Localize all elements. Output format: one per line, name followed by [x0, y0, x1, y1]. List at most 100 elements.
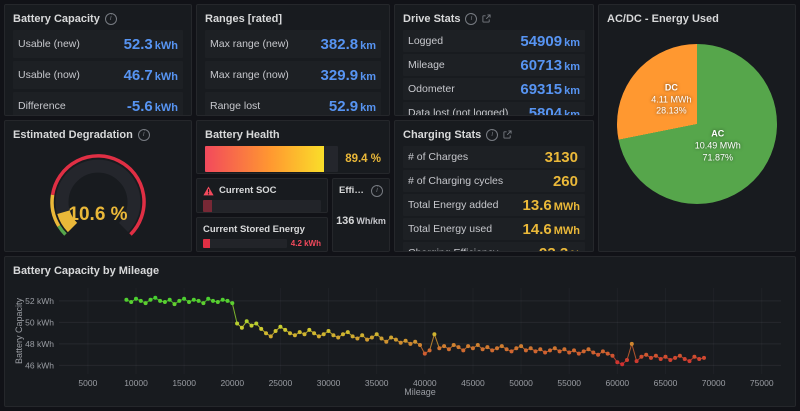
panel-stored-energy: Current Stored Energy 4.2 kWh: [196, 217, 328, 252]
svg-text:75000: 75000: [750, 378, 774, 388]
panel-header: Battery Health: [205, 127, 381, 142]
stat-value: 46.7kWh: [124, 67, 178, 84]
gauge-value: 10.6 %: [68, 204, 127, 226]
svg-text:52 kWh: 52 kWh: [25, 296, 54, 306]
stat-row: Total Energy used 14.6MWh: [403, 218, 585, 240]
panel-header: Battery Capacity i: [13, 11, 183, 26]
stat-value: 52.3kWh: [124, 36, 178, 53]
capacity-scatter: 46 kWh48 kWh50 kWh52 kWh5000100001500020…: [13, 282, 787, 398]
battery-health-gauge: 89.4 %: [205, 146, 381, 172]
panel-battery-health: Battery Health 89.4 %: [196, 120, 390, 174]
stat-row: Total Energy added 13.6MWh: [403, 194, 585, 216]
stat-value: 54909km: [520, 33, 580, 50]
panel-title[interactable]: Battery Health: [205, 129, 280, 141]
panel-current-soc: Current SOC: [196, 178, 328, 213]
stat-value: 5804km: [529, 105, 580, 117]
stat-row: # of Charges 3130: [403, 146, 585, 168]
stat-row: # of Charging cycles 260: [403, 170, 585, 192]
soc-track: [203, 200, 321, 212]
panel-header: Current SOC: [203, 183, 321, 198]
svg-text:30000: 30000: [317, 378, 341, 388]
panel-acdc-energy: AC/DC - Energy Used DC 4.11 MWh 28.13% A…: [598, 4, 796, 252]
panel-title[interactable]: Current Stored Energy: [203, 224, 305, 235]
panel-title[interactable]: Current SOC: [219, 185, 277, 196]
stat-label: # of Charging cycles: [408, 175, 503, 187]
svg-text:10000: 10000: [124, 378, 148, 388]
panel-ranges: Ranges [rated] Max range (new) 382.8km M…: [196, 4, 390, 116]
panel-title[interactable]: Estimated Degradation: [13, 129, 133, 141]
panel-header: Ranges [rated]: [205, 11, 381, 26]
svg-text:15000: 15000: [172, 378, 196, 388]
info-icon[interactable]: i: [465, 13, 477, 25]
acdc-pie: DC 4.11 MWh 28.13% AC 10.49 MWh 71.87%: [617, 44, 777, 204]
battery-health-track: [205, 146, 338, 172]
panel-battery-capacity: Battery Capacity i Usable (new) 52.3kWh …: [4, 4, 192, 116]
info-icon[interactable]: i: [138, 129, 150, 141]
stat-label: Usable (new): [18, 38, 80, 50]
stored-energy-gauge: 4.2 kWh: [203, 239, 321, 248]
stat-label: Range lost: [210, 100, 260, 112]
stat-label: Difference: [18, 100, 66, 112]
svg-text:5000: 5000: [78, 378, 97, 388]
panel-charging-stats: Charging Stats i # of Charges 3130 # of …: [394, 120, 594, 252]
info-icon[interactable]: i: [371, 185, 383, 197]
stat-value: 260: [553, 173, 580, 190]
info-icon[interactable]: i: [105, 13, 117, 25]
stat-label: Total Energy used: [408, 223, 492, 235]
panel-title[interactable]: AC/DC - Energy Used: [607, 13, 719, 25]
svg-text:65000: 65000: [654, 378, 678, 388]
panel-title[interactable]: Battery Capacity by Mileage: [13, 265, 159, 277]
panel-header: Battery Capacity by Mileage: [13, 263, 787, 278]
svg-text:Mileage: Mileage: [404, 387, 436, 397]
stat-row: Odometer 69315km: [403, 78, 585, 100]
stat-value: 382.8km: [321, 36, 376, 53]
info-icon[interactable]: i: [486, 129, 498, 141]
panel-title[interactable]: Ranges [rated]: [205, 13, 282, 25]
svg-text:46 kWh: 46 kWh: [25, 360, 54, 370]
panel-drive-stats: Drive Stats i Logged 54909km Mileage 607…: [394, 4, 594, 116]
stat-value: 3130: [545, 149, 580, 166]
svg-text:60000: 60000: [606, 378, 630, 388]
soc-energy-column: Current SOC Current Stored Energy 4.2: [196, 178, 328, 252]
stat-label: Odometer: [408, 83, 455, 95]
stat-row: Usable (now) 46.7kWh: [13, 61, 183, 89]
svg-text:55000: 55000: [557, 378, 581, 388]
stat-label: Mileage: [408, 59, 445, 71]
stat-value: 69315km: [520, 81, 580, 98]
panel-efficiency: Efficiency i 136Wh/km: [332, 178, 390, 252]
stat-row: Usable (new) 52.3kWh: [13, 30, 183, 58]
panel-header: Drive Stats i: [403, 11, 585, 26]
svg-text:50000: 50000: [509, 378, 533, 388]
stat-row: Logged 54909km: [403, 30, 585, 52]
stat-label: Max range (new): [210, 38, 289, 50]
stat-value: 13.6MWh: [523, 197, 580, 214]
stat-label: Data lost (not logged): [408, 107, 508, 116]
stat-row: Mileage 60713km: [403, 54, 585, 76]
panel-title[interactable]: Charging Stats: [403, 129, 481, 141]
efficiency-value: 136Wh/km: [336, 215, 386, 227]
stat-label: Max range (now): [210, 69, 289, 81]
panel-title[interactable]: Efficiency: [339, 185, 366, 196]
panel-title[interactable]: Battery Capacity: [13, 13, 100, 25]
external-link-icon[interactable]: [503, 130, 512, 139]
stored-energy-track: [203, 239, 287, 248]
stat-row: Charging Efficiency 93.3%: [403, 242, 585, 252]
stat-row: Max range (new) 382.8km: [205, 30, 381, 58]
panel-title[interactable]: Drive Stats: [403, 13, 460, 25]
stat-value: 14.6MWh: [523, 221, 580, 238]
stat-value: 329.9km: [321, 67, 376, 84]
battery-health-value: 89.4 %: [345, 153, 381, 165]
alert-icon[interactable]: [203, 186, 214, 196]
svg-text:35000: 35000: [365, 378, 389, 388]
external-link-icon[interactable]: [482, 14, 491, 23]
panel-header: Estimated Degradation i: [13, 127, 183, 142]
soc-fill: [203, 200, 212, 212]
degradation-gauge: [13, 146, 183, 242]
stat-row: Range lost 52.9km: [205, 92, 381, 116]
svg-text:45000: 45000: [461, 378, 485, 388]
stat-value: -5.6kWh: [127, 98, 178, 115]
degradation-gauge-wrap: 10.6 %: [13, 146, 183, 242]
stored-energy-fill: [203, 239, 210, 248]
panel-header: Charging Stats i: [403, 127, 585, 142]
svg-text:48 kWh: 48 kWh: [25, 339, 54, 349]
